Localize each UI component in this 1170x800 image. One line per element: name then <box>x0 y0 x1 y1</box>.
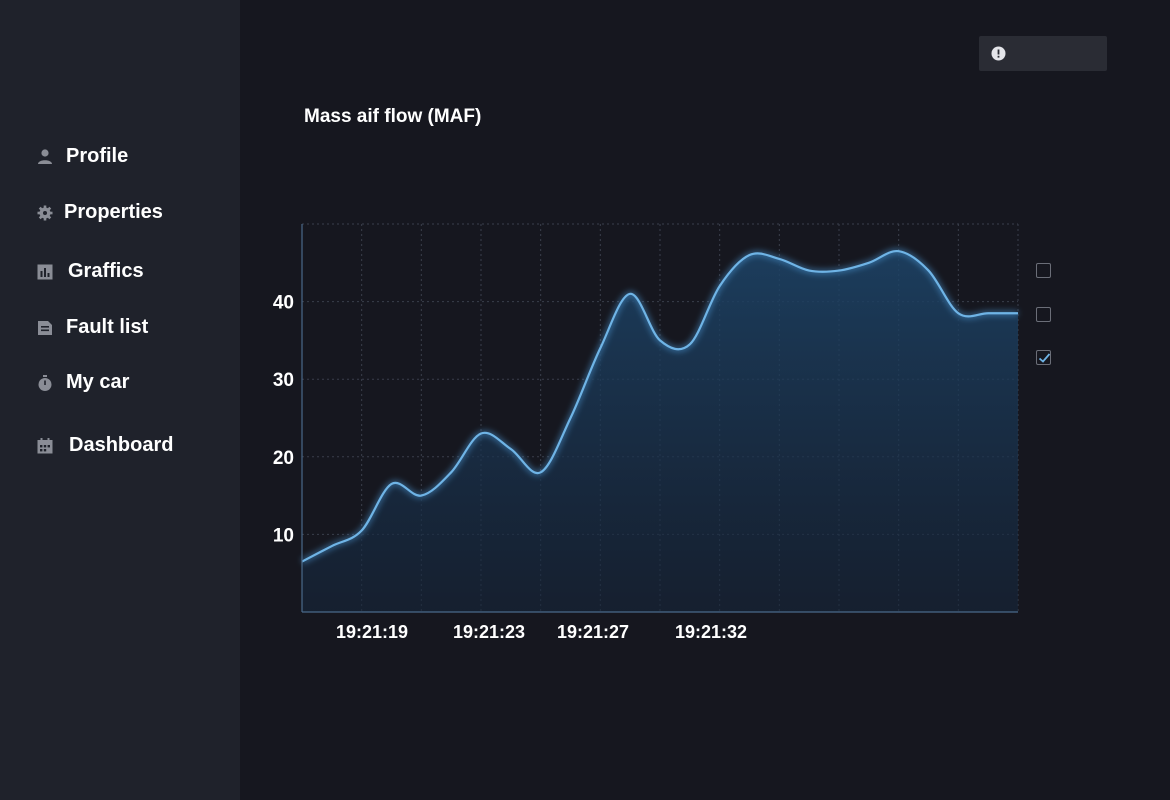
calendar-icon <box>36 437 54 455</box>
chart-area <box>302 251 1018 612</box>
sidebar-item-fault-list[interactable]: Fault list <box>36 316 148 339</box>
document-icon <box>36 319 54 337</box>
stopwatch-icon <box>36 374 54 392</box>
x-tick-labels: 19:21:19 19:21:23 19:21:27 19:21:32 <box>336 622 747 642</box>
gear-icon <box>36 204 54 222</box>
chart-title: Mass aif flow (MAF) <box>304 106 482 127</box>
sidebar-item-label: Profile <box>66 145 129 167</box>
alert-button[interactable] <box>979 36 1107 71</box>
sidebar-item-profile[interactable]: Profile <box>36 145 128 168</box>
sidebar-item-label: My car <box>66 371 130 393</box>
sidebar-item-label: Graffics <box>68 260 144 282</box>
x-tick-label: 19:21:23 <box>453 622 525 642</box>
chart-line <box>301 250 1018 563</box>
sidebar: Profile Properties Graffics Fault list M… <box>0 0 240 800</box>
sidebar-item-properties[interactable]: Properties <box>36 201 163 224</box>
checkmark-icon <box>1038 353 1051 363</box>
series-checkbox-2[interactable] <box>1036 307 1051 322</box>
x-tick-label: 19:21:19 <box>336 622 408 642</box>
series-checkbox-3[interactable] <box>1036 350 1051 365</box>
x-tick-label: 19:21:27 <box>557 622 629 642</box>
sidebar-item-dashboard[interactable]: Dashboard <box>36 434 173 457</box>
chart-axes <box>301 224 1018 613</box>
sidebar-item-label: Dashboard <box>69 434 174 456</box>
person-icon <box>36 148 54 166</box>
sidebar-item-my-car[interactable]: My car <box>36 371 129 394</box>
y-tick-label: 40 <box>273 293 294 314</box>
exclamation-circle-icon <box>991 46 1006 61</box>
sidebar-item-label: Fault list <box>66 316 149 338</box>
x-tick-label: 19:21:32 <box>675 622 747 642</box>
y-tick-label: 20 <box>273 448 294 469</box>
sidebar-item-label: Properties <box>64 201 163 223</box>
y-tick-labels: 10 20 30 40 <box>273 293 294 547</box>
sidebar-item-graffics[interactable]: Graffics <box>36 260 144 283</box>
y-tick-label: 10 <box>273 525 294 546</box>
y-tick-label: 30 <box>273 370 294 391</box>
series-checkbox-1[interactable] <box>1036 263 1051 278</box>
bar-chart-icon <box>36 263 54 281</box>
